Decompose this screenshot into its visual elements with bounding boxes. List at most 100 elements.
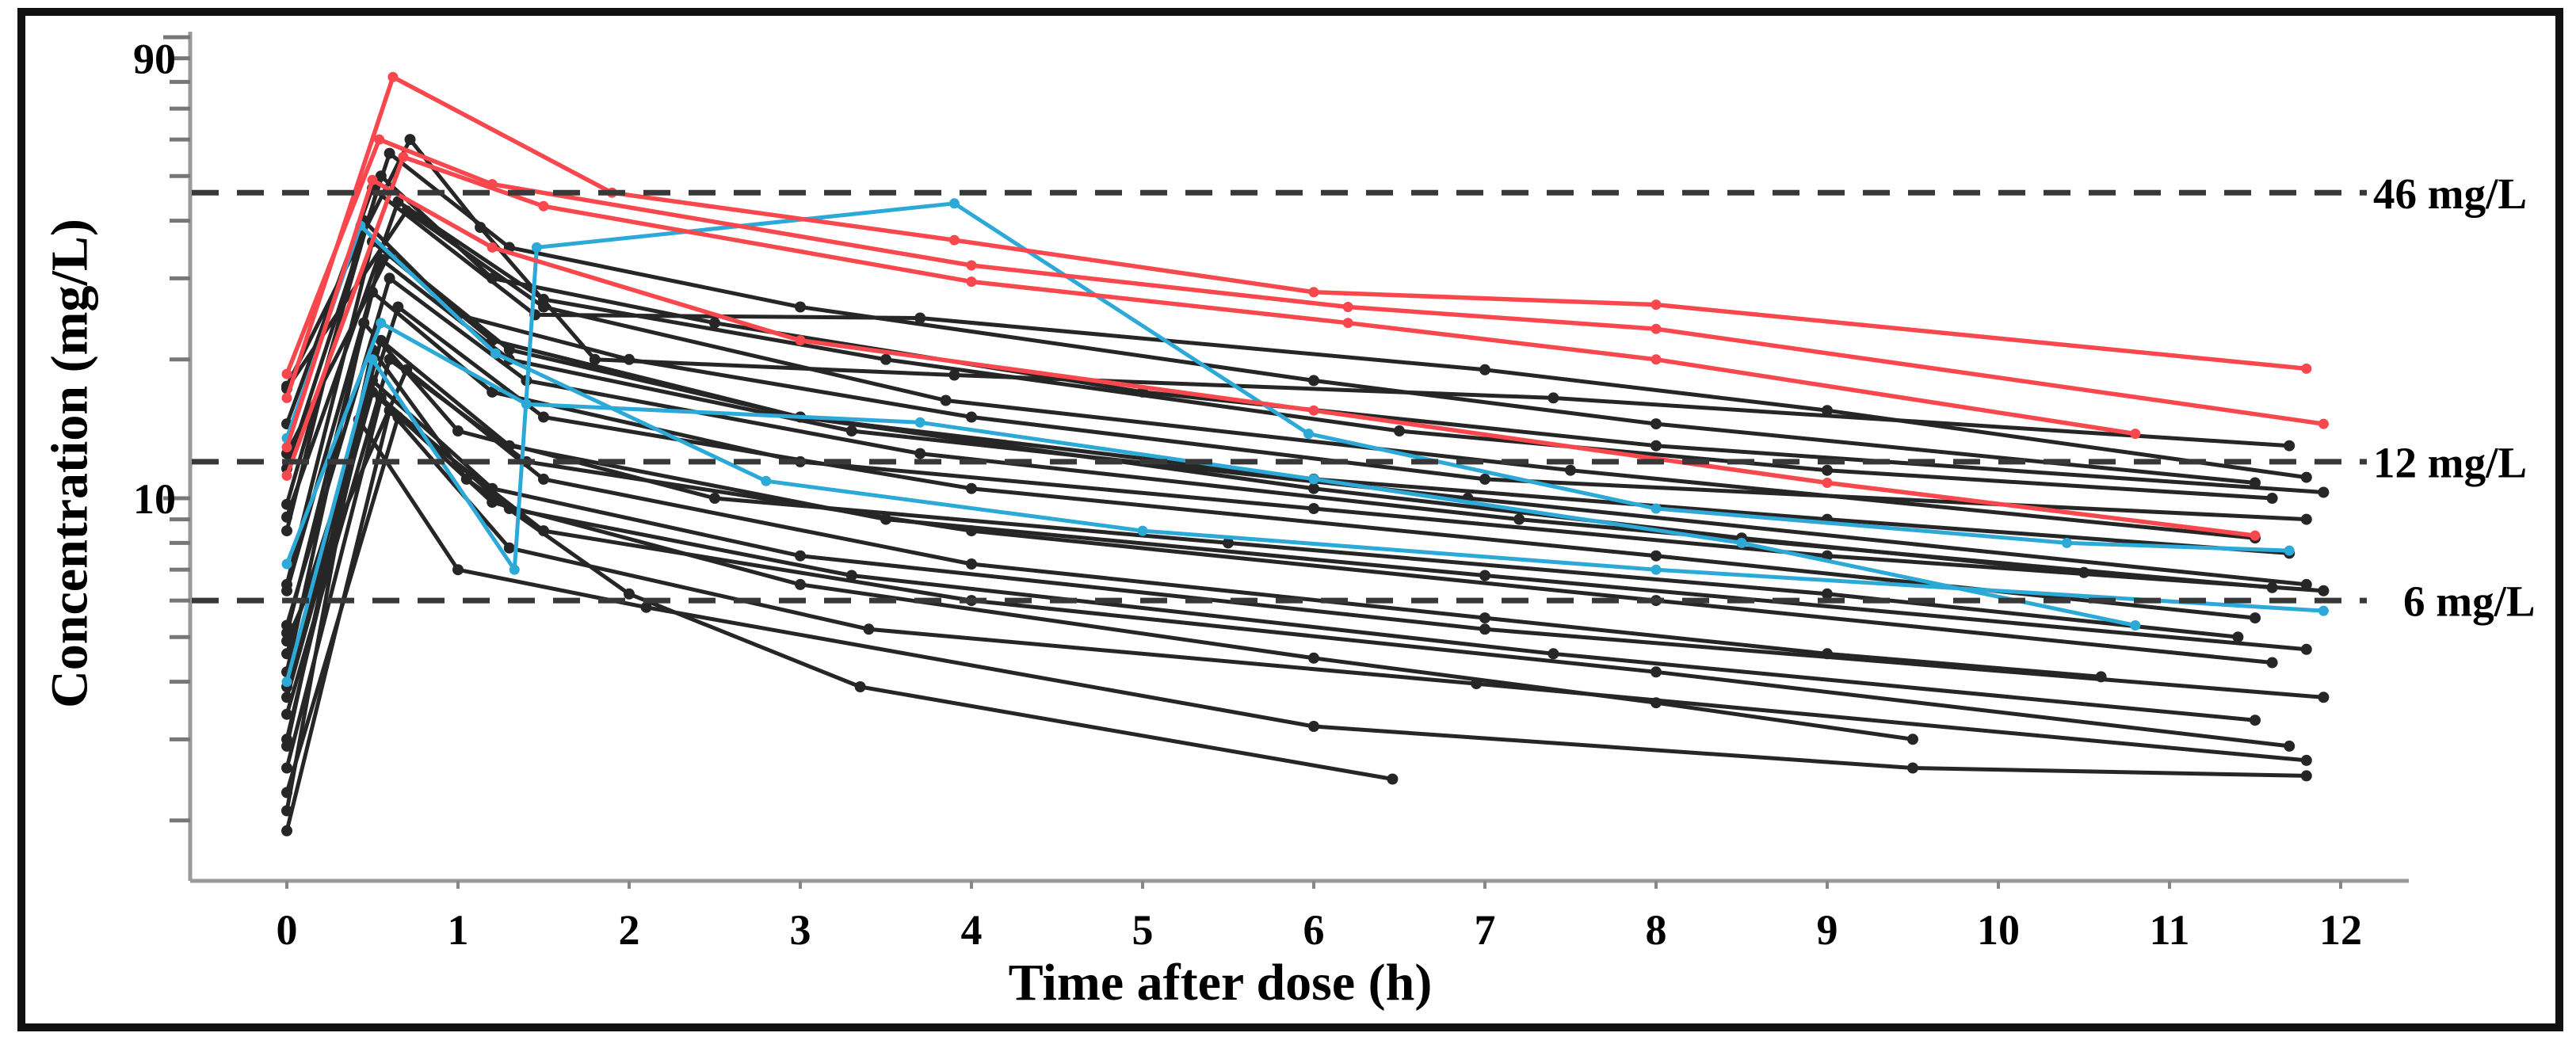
data-point-black-03 [795, 301, 806, 313]
x-tick-label: 9 [1817, 906, 1838, 954]
series-line-black-18 [284, 415, 2292, 795]
data-point-black-10 [384, 272, 395, 284]
data-point-black-11 [487, 386, 498, 398]
x-tick-label: 5 [1132, 906, 1154, 954]
x-tick-label: 6 [1303, 906, 1325, 954]
data-point-black-02 [914, 312, 926, 324]
data-point-black-14 [1479, 570, 1490, 581]
x-tick-label: 10 [1977, 906, 2020, 954]
data-point-black-12 [538, 411, 549, 423]
data-point-red-2 [1342, 302, 1353, 312]
data-point-black-19 [2300, 754, 2312, 766]
x-tick-label: 11 [2149, 906, 2189, 954]
data-point-black-19 [281, 825, 292, 836]
series-line-black-14 [284, 338, 2309, 689]
data-point-blue-2 [1651, 564, 1662, 575]
data-point-black-05 [538, 293, 549, 305]
data-point-black-06 [624, 353, 635, 365]
data-point-red-4 [2250, 530, 2261, 541]
data-point-black-13 [2232, 631, 2244, 643]
data-point-blue-1 [509, 564, 520, 575]
data-point-black-07 [1565, 464, 1576, 476]
data-point-black-24 [367, 386, 378, 398]
x-axis-title: Time after dose (h) [1009, 954, 1433, 1012]
data-point-red-1 [387, 71, 399, 82]
series-line-black-01 [284, 137, 2292, 448]
reference-label-46: 46 mg/L [2373, 170, 2527, 218]
data-point-black-20 [1907, 762, 1918, 774]
data-point-black-23 [966, 558, 977, 570]
data-point-black-17 [2250, 715, 2261, 726]
data-point-black-24 [1308, 652, 1319, 664]
data-point-black-21 [624, 588, 635, 600]
data-point-red-2 [966, 260, 977, 271]
x-tick-label: 8 [1646, 906, 1667, 954]
data-point-red-4 [795, 335, 806, 346]
data-point-black-12 [392, 301, 404, 313]
data-point-black-18 [1651, 666, 1662, 678]
data-point-black-01 [589, 353, 601, 365]
data-point-red-2 [2318, 418, 2329, 429]
data-point-blue-3 [281, 558, 292, 570]
data-point-black-02 [1822, 405, 1833, 417]
data-point-black-23 [401, 364, 413, 375]
data-point-black-22 [1308, 482, 1319, 494]
data-point-black-17 [845, 570, 857, 581]
data-point-red-4 [367, 174, 378, 185]
data-point-black-20 [1308, 721, 1319, 732]
data-point-black-19 [503, 542, 515, 554]
data-point-black-06 [2300, 513, 2312, 525]
data-point-black-03 [384, 147, 395, 159]
data-point-black-07 [940, 394, 952, 406]
data-point-black-13 [358, 317, 370, 329]
data-point-red-3 [398, 151, 409, 162]
data-point-red-1 [948, 234, 960, 246]
data-point-black-13 [452, 425, 464, 436]
data-point-black-21 [854, 681, 866, 692]
series-line-black-12 [284, 305, 2257, 656]
data-point-black-16 [367, 375, 378, 387]
data-point-red-4 [1822, 478, 1833, 488]
data-point-black-15 [281, 708, 292, 720]
data-point-black-11 [2318, 585, 2330, 596]
data-point-black-13 [1223, 537, 1234, 549]
data-point-black-11 [1308, 503, 1319, 514]
series-line-black-15 [284, 357, 2275, 717]
data-point-red-2 [281, 368, 292, 379]
data-point-blue-3 [376, 318, 387, 329]
data-point-black-21 [1387, 773, 1399, 785]
data-point-black-15 [384, 353, 395, 365]
data-point-black-09 [845, 425, 857, 436]
data-point-black-23 [1479, 612, 1490, 624]
y-tick-label: 90 [133, 36, 176, 83]
data-point-black-16 [1479, 623, 1490, 635]
data-point-black-18 [2284, 740, 2296, 752]
data-point-black-01 [2284, 440, 2296, 452]
x-tick-label: 12 [2319, 906, 2362, 954]
data-point-black-01 [1548, 392, 1559, 404]
data-point-black-20 [281, 805, 292, 817]
series-line-black-07 [284, 208, 2257, 540]
data-point-red-1 [1651, 299, 1662, 311]
y-tick-label: 10 [133, 475, 176, 523]
x-tick-label: 3 [790, 906, 811, 954]
data-point-black-12 [2250, 612, 2261, 624]
data-point-blue-1 [1303, 429, 1314, 440]
data-point-black-04 [1651, 440, 1662, 452]
data-point-black-14 [2300, 643, 2312, 655]
data-point-black-03 [1308, 375, 1319, 387]
data-point-blue-2 [490, 348, 501, 359]
data-point-black-15 [966, 525, 977, 537]
x-tick-label: 2 [619, 906, 640, 954]
data-point-black-01 [404, 134, 416, 146]
data-point-black-07 [538, 301, 549, 313]
data-point-blue-3 [521, 398, 532, 410]
data-point-black-14 [375, 334, 387, 346]
data-point-red-1 [1308, 287, 1319, 298]
data-point-blue-3 [2130, 620, 2141, 631]
data-point-black-19 [863, 623, 875, 635]
data-point-black-12 [966, 482, 977, 494]
data-point-black-17 [1548, 648, 1559, 660]
data-point-red-4 [487, 242, 498, 253]
data-point-black-05 [1394, 425, 1405, 436]
